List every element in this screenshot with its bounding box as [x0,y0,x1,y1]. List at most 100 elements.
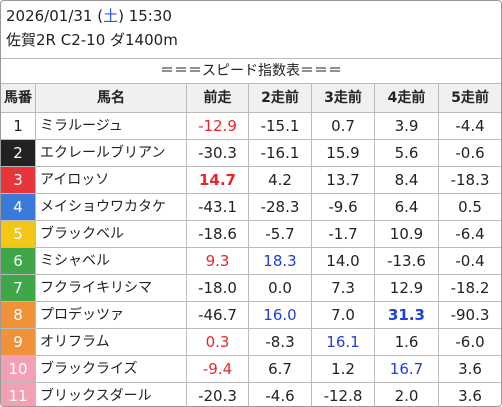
horse-row: 3 アイロッソ 14.7 4.2 13.7 8.4 -18.3 [1,166,501,193]
horse-name: ブラックライズ [35,356,186,382]
horse-row: 5 ブラックベル -18.6 -5.7 -1.7 10.9 -6.4 [1,220,501,247]
speed-index: 1.6 [374,329,438,355]
speed-index: 16.0 [248,302,311,328]
speed-index: 10.9 [374,221,438,247]
horse-number: 1 [1,113,35,139]
race-line: 佐賀2R C2-10 ダ1400m [6,31,178,49]
speed-index: 0.5 [438,194,501,220]
speed-index: -15.1 [248,113,311,139]
speed-index: -9.6 [311,194,374,220]
column-header: 前走 [186,84,248,112]
column-header: 2走前 [248,84,311,112]
table: 馬番 馬名 前走 2走前 3走前 4走前 5走前 1 ミラルージュ -12.9 -15.1 0.7 3.… [1,83,501,406]
speed-index: -6.4 [438,221,501,247]
horse-name: アイロッソ [35,167,186,193]
speed-index: 13.7 [311,167,374,193]
speed-index: -90.3 [438,302,501,328]
speed-index: 0.0 [248,275,311,301]
column-header: 馬番 [4,90,32,106]
speed-index: -9.4 [186,356,248,382]
horse-name: フクライキリシマ [35,275,186,301]
speed-index: -6.0 [438,329,501,355]
horse-name: ミシャベル [35,248,186,274]
horse-name: プロデッツァ [35,302,186,328]
horse-number: 10 [1,356,35,382]
speed-index: 0.3 [186,329,248,355]
horse-number: 6 [1,248,35,274]
speed-index: 1.2 [311,356,374,382]
horse-row: 6 ミシャベル 9.3 18.3 14.0 -13.6 -0.4 [1,247,501,274]
horse-row: 1 ミラルージュ -12.9 -15.1 0.7 3.9 -4.4 [1,112,501,139]
speed-index: 15.9 [311,140,374,166]
date-line: 2026/01/31 (土) 15:30 [6,4,501,28]
speed-index: 7.0 [311,302,374,328]
speed-index: -18.2 [438,275,501,301]
horse-row: 8 プロデッツァ -46.7 16.0 7.0 31.3 -90.3 [1,301,501,328]
column-header: 馬名 [35,84,186,112]
horse-name: オリフラム [35,329,186,355]
horse-row: 10 ブラックライズ -9.4 6.7 1.2 16.7 3.6 [1,355,501,382]
speed-index: 12.9 [374,275,438,301]
date-part: 土 [103,7,119,25]
horse-number: 5 [1,221,35,247]
speed-index: 8.4 [374,167,438,193]
speed-index: 14.7 [186,167,248,193]
speed-index: 7.3 [311,275,374,301]
speed-index: -5.7 [248,221,311,247]
table-title: ＝＝＝スピード指数表＝＝＝ [1,58,501,83]
speed-index: -46.7 [186,302,248,328]
date-part: 2026/01/31 ( [6,7,104,25]
speed-index: 4.2 [248,167,311,193]
speed-index: 0.7 [311,113,374,139]
horse-number: 11 [1,383,35,406]
horse-name: エクレールブリアン [35,140,186,166]
speed-index: -28.3 [248,194,311,220]
speed-index: 6.4 [374,194,438,220]
horse-name: ミラルージュ [35,113,186,139]
column-header: 5走前 [438,84,501,112]
header-row: 馬番 馬名 前走 2走前 3走前 4走前 5走前 [1,83,501,112]
speed-index: -8.3 [248,329,311,355]
horse-row: 9 オリフラム 0.3 -8.3 16.1 1.6 -6.0 [1,328,501,355]
speed-index: -4.6 [248,383,311,406]
speed-index: 16.1 [311,329,374,355]
horse-number: 8 [1,302,35,328]
speed-index: -20.3 [186,383,248,406]
speed-index: -12.8 [311,383,374,406]
speed-index: 6.7 [248,356,311,382]
horse-name: メイショウワカタケ [35,194,186,220]
speed-index: -30.3 [186,140,248,166]
speed-index: 18.3 [248,248,311,274]
horse-row: 11 ブリックスダール -20.3 -4.6 -12.8 2.0 3.6 [1,382,501,406]
date-part: ) 15:30 [118,7,172,25]
speed-index: 3.9 [374,113,438,139]
column-header: 3走前 [311,84,374,112]
speed-index: 31.3 [374,302,438,328]
horse-number: 4 [1,194,35,220]
speed-index: 9.3 [186,248,248,274]
speed-index: -1.7 [311,221,374,247]
speed-index: -13.6 [374,248,438,274]
horse-name: ブラックベル [35,221,186,247]
speed-index: 14.0 [311,248,374,274]
speed-index: -0.4 [438,248,501,274]
speed-index: -0.6 [438,140,501,166]
speed-index: 16.7 [374,356,438,382]
column-header: 4走前 [374,84,438,112]
horse-number: 2 [1,140,35,166]
speed-index: -18.3 [438,167,501,193]
horse-row: 2 エクレールブリアン -30.3 -16.1 15.9 5.6 -0.6 [1,139,501,166]
horse-name: ブリックスダール [35,383,186,406]
speed-index: 3.6 [438,356,501,382]
horse-number: 9 [1,329,35,355]
speed-index: -43.1 [186,194,248,220]
speed-index: -12.9 [186,113,248,139]
horse-number: 3 [1,167,35,193]
horse-number: 7 [1,275,35,301]
speed-index: -18.6 [186,221,248,247]
speed-index: -16.1 [248,140,311,166]
speed-index: -4.4 [438,113,501,139]
horse-row: 7 フクライキリシマ -18.0 0.0 7.3 12.9 -18.2 [1,274,501,301]
speed-index: 5.6 [374,140,438,166]
